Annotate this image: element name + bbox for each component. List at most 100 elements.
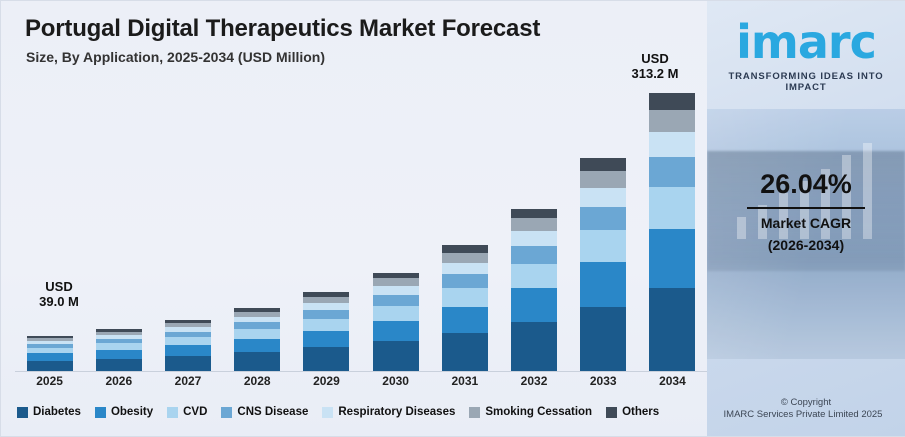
bar-segment (26, 360, 73, 371)
bar-segment (303, 292, 350, 298)
bar-segment (649, 156, 696, 188)
bar-segment (649, 131, 696, 157)
bar-segment (303, 347, 350, 371)
start-value-currency: USD (45, 279, 73, 294)
copyright-line-1: © Copyright (780, 397, 832, 408)
bar-column (84, 76, 153, 371)
bar-column (292, 76, 361, 371)
bar-column (569, 76, 638, 371)
x-axis-tick-label: 2027 (174, 374, 202, 388)
bar-segment (372, 272, 419, 279)
panel-background-image (707, 109, 905, 359)
bar-column (223, 76, 292, 371)
bar-segment (165, 344, 211, 356)
bar-segment (580, 187, 627, 207)
bar-segment (95, 338, 142, 344)
legend-item: Obesity (94, 406, 154, 418)
legend-swatch (94, 406, 106, 418)
stacked-bar (303, 292, 350, 371)
x-axis-tick-label: 2025 (36, 374, 63, 388)
decorative-bar (800, 181, 809, 239)
bar-segment (372, 295, 419, 306)
bar-segment (372, 305, 419, 321)
decorative-bar (737, 217, 746, 239)
x-axis-tick-label: 2030 (382, 374, 409, 388)
bar-segment (165, 337, 211, 345)
bar-segment (511, 288, 558, 323)
bar-segment (234, 311, 281, 317)
bar-segment (234, 322, 281, 330)
legend-label: CVD (183, 406, 208, 418)
decorative-bars (719, 129, 895, 239)
bar-segment (511, 218, 558, 232)
bar-segment (649, 93, 696, 110)
bar-segment (580, 262, 627, 308)
legend-swatch (469, 406, 481, 418)
bar-segment (234, 338, 281, 353)
stacked-bar (234, 308, 281, 371)
bar-segment (95, 331, 142, 336)
legend-item: Others (606, 406, 659, 418)
bar-segment (26, 341, 73, 345)
bar-segment (372, 341, 419, 371)
bar-column (430, 76, 499, 371)
x-axis-tick-label: 2033 (589, 374, 617, 388)
cagr-label: Market CAGR (760, 215, 852, 231)
bar-segment (95, 358, 142, 371)
start-value-amount: 39.0 M (39, 294, 79, 309)
bar-segment (441, 245, 488, 253)
bar-segment (580, 230, 627, 263)
bar-column (361, 76, 430, 371)
decorative-bar (842, 155, 851, 239)
stacked-bar (649, 93, 696, 371)
bar-segment (649, 109, 696, 132)
stacked-bar (511, 208, 558, 371)
legend-item: Diabetes (17, 406, 81, 418)
stacked-bar (441, 245, 488, 371)
bar-segment (26, 344, 73, 349)
legend-label: Others (622, 406, 660, 418)
bar-column (638, 76, 707, 371)
bar-segment (441, 333, 488, 371)
bar-segment (441, 306, 488, 334)
chart-pane: Portugal Digital Therapeutics Market For… (1, 1, 707, 436)
legend-label: Respiratory Diseases (338, 406, 456, 418)
bar-segment (580, 206, 627, 231)
bar-segment (580, 170, 627, 188)
bar-segment (95, 335, 142, 339)
legend-item: Respiratory Diseases (322, 406, 455, 418)
bar-segment (165, 331, 211, 338)
x-axis-tick-label: 2028 (243, 374, 271, 388)
stacked-bar (580, 158, 627, 371)
x-axis-line (15, 371, 707, 372)
bar-segment (165, 355, 211, 371)
bar-segment (649, 187, 696, 230)
start-value-callout: USD 39.0 M (19, 279, 99, 309)
legend-label: Smoking Cessation (485, 406, 593, 418)
bar-segment (649, 287, 696, 371)
legend-label: Obesity (110, 406, 154, 418)
bar-segment (511, 322, 558, 371)
bar-segment (511, 245, 558, 264)
legend-swatch (17, 406, 28, 418)
bar-segment (165, 327, 211, 332)
bar-segment (649, 229, 696, 288)
cagr-value: 26.04% (760, 169, 852, 199)
bar-segment (372, 320, 419, 342)
bar-segment (95, 349, 142, 359)
legend-label: Diabetes (33, 406, 81, 418)
bar-segment (441, 262, 488, 275)
stacked-bar (165, 320, 211, 371)
imarc-logo: imarc TRANSFORMING IDEAS INTO IMPACT (707, 15, 905, 93)
bar-column (499, 76, 568, 371)
legend-item: CVD (167, 406, 207, 418)
panel-background-overlay (707, 151, 905, 271)
chart-legend: Diabetes Obesity CVD CNS Disease Respiratory… (17, 401, 707, 423)
page-subtitle: Size, By Application, 2025-2034 (USD Mil… (26, 49, 325, 65)
end-value-callout: USD 313.2 M (615, 51, 695, 81)
imarc-logo-text: imarc (736, 15, 877, 69)
x-axis-labels: 2025 2026 2027 2028 2029 2030 2031 2032 2033 2034 (15, 374, 707, 396)
decorative-bar (779, 193, 788, 239)
bar-segment (511, 231, 558, 246)
